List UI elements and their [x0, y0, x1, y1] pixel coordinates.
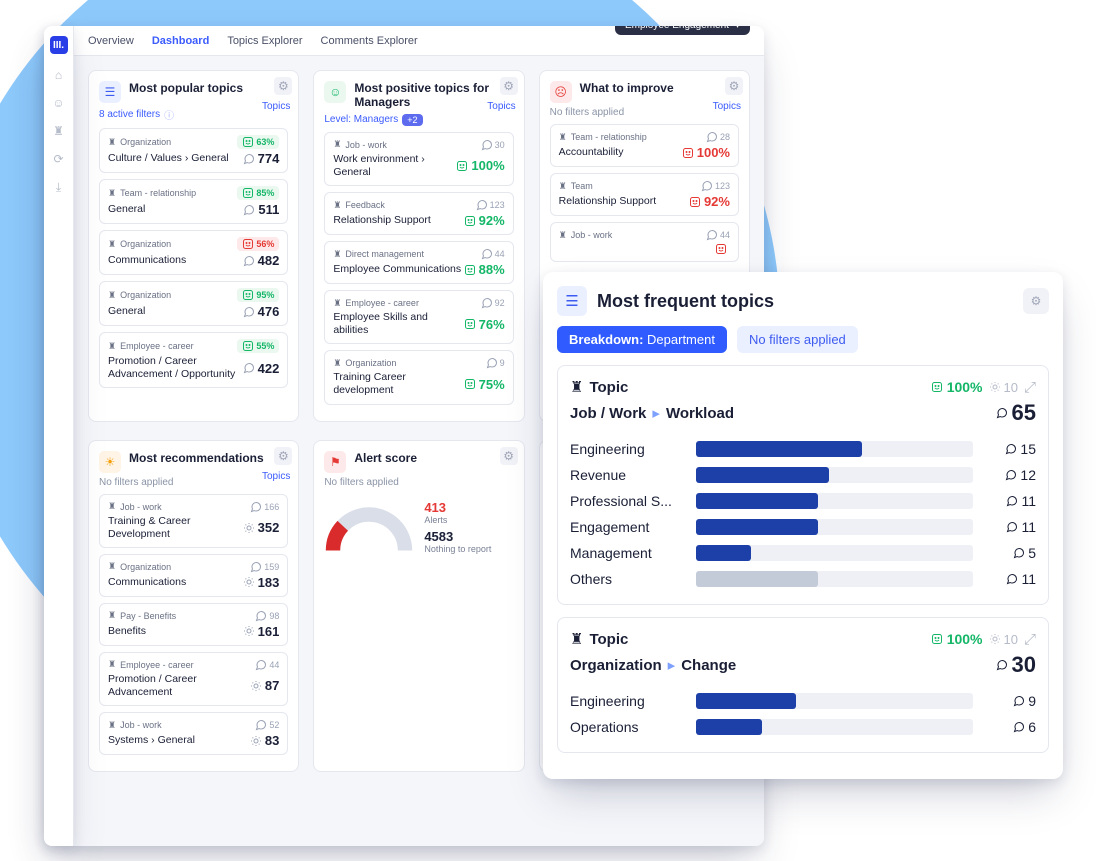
project-selector[interactable]: Employee Engagement ▾ — [615, 26, 750, 35]
nav-users-icon[interactable]: ☺ — [52, 96, 66, 110]
gear-icon[interactable]: ⚙ — [1023, 288, 1049, 314]
nav-refresh-icon[interactable]: ⟳ — [52, 152, 66, 166]
nav-topics-icon[interactable]: ♜ — [52, 124, 66, 138]
dept-row[interactable]: Operations 6 — [570, 714, 1036, 740]
list-item[interactable]: ♜Organization 63%Culture / Values › Gene… — [99, 128, 288, 173]
list-item[interactable]: ♜Team - relationship 28Accountability100… — [550, 124, 739, 167]
ok-label: Nothing to report — [424, 544, 491, 554]
nav-home-icon[interactable]: ⌂ — [52, 68, 66, 82]
list-item[interactable]: ♜Employee - career 55%Promotion / Career… — [99, 332, 288, 388]
alert-gauge — [324, 501, 414, 556]
app-sidebar: III. ⌂ ☺ ♜ ⟳ ⤓ — [44, 26, 74, 846]
improve-icon: ☹ — [550, 81, 572, 103]
widget-positive-topics: ⚙ Topics ☺ Most positive topics for Mana… — [313, 70, 524, 422]
breakdown-pill[interactable]: Breakdown: Department — [557, 326, 727, 353]
nofilters-label: No filters applied — [99, 477, 173, 488]
dept-row[interactable]: Management 5 — [570, 540, 1036, 566]
topic-card: ♜Topic 100% 10⤢Organization▸Change 30Eng… — [557, 617, 1049, 753]
list-item[interactable]: ♜Employee - career 92Employee Skills and… — [324, 290, 513, 344]
list-item[interactable]: ♜Organization 9Training Career developme… — [324, 350, 513, 404]
alert-icon: ⚑ — [324, 451, 346, 473]
widget-title: Most popular topics — [129, 81, 288, 95]
list-item[interactable]: ♜Team 123Relationship Support92% — [550, 173, 739, 216]
dept-row[interactable]: Professional S... 11 — [570, 488, 1036, 514]
alerts-label: Alerts — [424, 515, 491, 525]
dept-row[interactable]: Others 11 — [570, 566, 1036, 592]
list-item[interactable]: ♜Job - work 166Training & Career Develop… — [99, 494, 288, 548]
list-item[interactable]: ♜Feedback 123Relationship Support92% — [324, 192, 513, 235]
topics-link[interactable]: Topics — [262, 471, 290, 482]
popular-icon: ☰ — [99, 81, 121, 103]
list-item[interactable]: ♜Pay - Benefits 98Benefits161 — [99, 603, 288, 646]
popular-list: ♜Organization 63%Culture / Values › Gene… — [99, 128, 288, 388]
widget-popular-topics: ⚙ Topics ☰ Most popular topics 8 active … — [88, 70, 299, 422]
topics-link[interactable]: Topics — [713, 101, 741, 112]
ok-value: 4583 — [424, 529, 491, 544]
alerts-value: 413 — [424, 500, 491, 515]
list-item[interactable]: ♜Organization 159Communications183 — [99, 554, 288, 597]
positive-icon: ☺ — [324, 81, 346, 103]
improve-list: ♜Team - relationship 28Accountability100… — [550, 124, 739, 262]
gear-icon[interactable]: ⚙ — [274, 77, 292, 95]
frequent-title: Most frequent topics — [597, 291, 1013, 312]
nofilters-pill[interactable]: No filters applied — [737, 326, 858, 353]
widget-title: Alert score — [354, 451, 513, 465]
widget-title: What to improve — [580, 81, 739, 95]
expand-icon[interactable]: ⤢ — [1024, 631, 1036, 648]
gear-icon[interactable]: ⚙ — [725, 77, 743, 95]
list-item[interactable]: ♜Employee - career 44Promotion / Career … — [99, 652, 288, 706]
tab-comments-explorer[interactable]: Comments Explorer — [321, 35, 418, 47]
gear-icon[interactable]: ⚙ — [500, 77, 518, 95]
dept-row[interactable]: Engineering 15 — [570, 436, 1036, 462]
gear-icon[interactable]: ⚙ — [274, 447, 292, 465]
topbar: Overview Dashboard Topics Explorer Comme… — [74, 26, 764, 56]
list-item[interactable]: ♜Job - work 44 — [550, 222, 739, 262]
widget-title: Most recommendations — [129, 451, 288, 465]
widget-recommendations: ⚙ Topics ☀ Most recommendations No filte… — [88, 440, 299, 773]
dept-row[interactable]: Engagement 11 — [570, 514, 1036, 540]
list-item[interactable]: ♜Direct management 44Employee Communicat… — [324, 241, 513, 284]
list-item[interactable]: ♜Organization 56%Communications482 — [99, 230, 288, 275]
nofilters-label: No filters applied — [324, 477, 398, 488]
tab-overview[interactable]: Overview — [88, 35, 134, 47]
topics-link[interactable]: Topics — [262, 101, 290, 112]
dept-row[interactable]: Revenue 12 — [570, 462, 1036, 488]
topic-card: ♜Topic 100% 10⤢Job / Work▸Workload 65Eng… — [557, 365, 1049, 605]
expand-icon[interactable]: ⤢ — [1024, 379, 1036, 396]
level-label[interactable]: Level: Managers — [324, 114, 398, 125]
nav-download-icon[interactable]: ⤓ — [52, 180, 66, 194]
brand-logo[interactable]: III. — [50, 36, 68, 54]
list-item[interactable]: ♜Team - relationship 85%General511 — [99, 179, 288, 224]
project-name: Employee Engagement — [625, 26, 729, 31]
tab-dashboard[interactable]: Dashboard — [152, 35, 209, 47]
reco-list: ♜Job - work 166Training & Career Develop… — [99, 494, 288, 756]
tab-topics-explorer[interactable]: Topics Explorer — [227, 35, 302, 47]
gear-icon[interactable]: ⚙ — [500, 447, 518, 465]
positive-list: ♜Job - work 30Work environment › General… — [324, 132, 513, 405]
chevron-down-icon: ▾ — [735, 26, 740, 31]
frequent-topics-card: ☰ Most frequent topics ⚙ Breakdown: Depa… — [543, 272, 1063, 779]
idea-icon: ☀ — [99, 451, 121, 473]
nofilters-label: No filters applied — [550, 107, 624, 118]
widget-alert-score: ⚙ ⚑ Alert score No filters applied — [313, 440, 524, 773]
list-item[interactable]: ♜Job - work 30Work environment › General… — [324, 132, 513, 186]
filters-label[interactable]: 8 active filters — [99, 109, 160, 120]
level-badge: +2 — [402, 114, 422, 126]
topics-link[interactable]: Topics — [487, 101, 515, 112]
list-item[interactable]: ♜Job - work 52Systems › General83 — [99, 712, 288, 755]
frequent-icon: ☰ — [557, 286, 587, 316]
dept-row[interactable]: Engineering 9 — [570, 688, 1036, 714]
list-item[interactable]: ♜Organization 95%General476 — [99, 281, 288, 326]
